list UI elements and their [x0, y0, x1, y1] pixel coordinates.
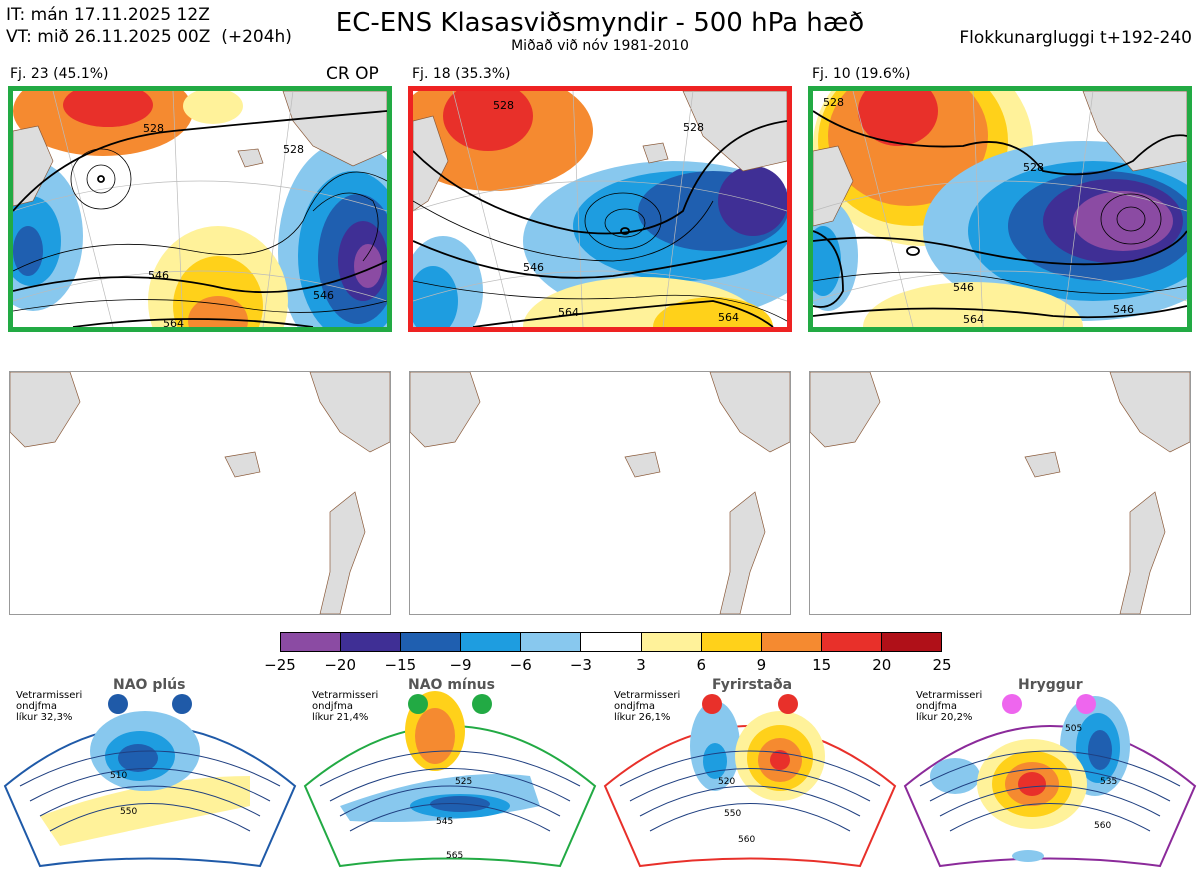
regime-marker [172, 694, 192, 714]
colorbar-swatch [521, 633, 582, 651]
contour-label: 546 [313, 289, 334, 302]
blank-map-3[interactable] [809, 371, 1191, 615]
colorbar-swatch [881, 633, 942, 651]
cluster-1-label: Fj. 23 (45.1%) [10, 66, 109, 82]
regime-note: Vetrarmisseri ondjfma líkur 21,4% [312, 690, 379, 723]
contour-label: 528 [1023, 161, 1044, 174]
blank-map-1[interactable] [9, 371, 391, 615]
colorbar-tick-label: 15 [812, 656, 832, 674]
contour-label: 528 [283, 143, 304, 156]
contour-label: 564 [558, 306, 579, 319]
regime-title: Fyrirstaða [712, 677, 793, 693]
contour-label: 520 [718, 777, 735, 787]
cluster-2-label: Fj. 18 (35.3%) [412, 66, 511, 82]
colorbar-tick-label: −20 [324, 656, 356, 674]
contour-label: 564 [718, 311, 739, 324]
colorbar-swatch [281, 633, 342, 651]
contour-label: 565 [446, 851, 463, 861]
cluster-3-map[interactable]: 528 528 546 546 564 [808, 86, 1192, 332]
contour-label: 546 [1113, 303, 1134, 316]
regime-note: Vetrarmisseri ondjfma líkur 32,3% [16, 690, 83, 723]
contour-label: 528 [683, 121, 704, 134]
regime-marker [408, 694, 428, 714]
regime-marker [108, 694, 128, 714]
contour-label: 528 [493, 99, 514, 112]
regime-note: Vetrarmisseri ondjfma líkur 20,2% [916, 690, 983, 723]
regime-nao-plus: 510 550 NAO plús Vetrarmisseri ondjfma lík… [0, 676, 300, 871]
cluster-1-map[interactable]: 528 528 546 546 564 [8, 86, 392, 332]
colorbar-tick-label: −9 [449, 656, 472, 674]
colorbar-swatch [641, 633, 702, 651]
page-title: EC-ENS Klasasviðsmyndir - 500 hPa hæð [335, 8, 865, 38]
contour-label: 564 [163, 317, 184, 327]
contour-label: 560 [1094, 821, 1111, 831]
contour-label: 510 [110, 771, 127, 781]
colorbar-tick-label: 3 [636, 656, 646, 674]
contour-label: 505 [1065, 724, 1082, 734]
init-time: IT: mán 17.11.2025 12Z [6, 5, 210, 25]
regime-marker [702, 694, 722, 714]
colorbar-swatch [401, 633, 462, 651]
regime-marker [1076, 694, 1096, 714]
colorbar-swatch [341, 633, 402, 651]
colorbar-tick-label: −3 [569, 656, 592, 674]
regime-title: NAO mínus [408, 677, 495, 693]
regime-ridge: 505 535 560 Hryggur Vetrarmisseri ondjfma… [900, 676, 1200, 871]
cluster-3-label: Fj. 10 (19.6%) [812, 66, 911, 82]
cluster-2-map[interactable]: 528 528 546 564 564 [408, 86, 792, 332]
blank-map-2[interactable] [409, 371, 791, 615]
page-subtitle: Miðað við nóv 1981-2010 [511, 38, 689, 54]
regime-marker [1002, 694, 1022, 714]
colorbar-tick-label: 20 [872, 656, 892, 674]
contour-label: 525 [455, 777, 472, 787]
contour-label: 546 [148, 269, 169, 282]
anomaly-colorbar [280, 632, 942, 652]
header-times: IT: mán 17.11.2025 12Z VT: mið 26.11.202… [6, 4, 292, 48]
contour-label: 546 [953, 281, 974, 294]
contour-label: 550 [120, 807, 137, 817]
regime-note: Vetrarmisseri ondjfma líkur 26,1% [614, 690, 681, 723]
regime-marker [778, 694, 798, 714]
regime-marker [472, 694, 492, 714]
colorbar-swatch [821, 633, 882, 651]
regime-title: NAO plús [113, 677, 186, 693]
colorbar-tick-label: −25 [264, 656, 296, 674]
colorbar-tick-label: 6 [696, 656, 707, 674]
regime-title: Hryggur [1018, 677, 1083, 693]
contour-label: 560 [738, 835, 755, 845]
contour-label: 535 [1100, 777, 1117, 787]
colorbar-swatch [701, 633, 762, 651]
regime-nao-minus: 525 545 565 NAO mínus Vetrarmisseri ondjf… [300, 676, 600, 871]
colorbar-swatch [761, 633, 822, 651]
contour-label: 528 [143, 122, 164, 135]
colorbar-swatch [461, 633, 522, 651]
contour-label: 546 [523, 261, 544, 274]
colorbar-swatch [581, 633, 642, 651]
regime-blocking: 520 550 560 Fyrirstaða Vetrarmisseri ondj… [600, 676, 900, 871]
colorbar-tick-label: 9 [756, 656, 767, 674]
classification-window: Flokkunargluggi t+192-240 [959, 28, 1192, 48]
valid-time: VT: mið 26.11.2025 00Z (+204h) [6, 27, 292, 47]
contour-label: 528 [823, 96, 844, 109]
colorbar-tick-label: −15 [384, 656, 417, 674]
colorbar-tick-label: 25 [932, 656, 952, 674]
contour-label: 564 [963, 313, 984, 326]
contour-label: 550 [724, 809, 741, 819]
cluster-1-tag: CR OP [326, 64, 379, 84]
colorbar-tick-label: −6 [509, 656, 532, 674]
contour-label: 545 [436, 817, 453, 827]
